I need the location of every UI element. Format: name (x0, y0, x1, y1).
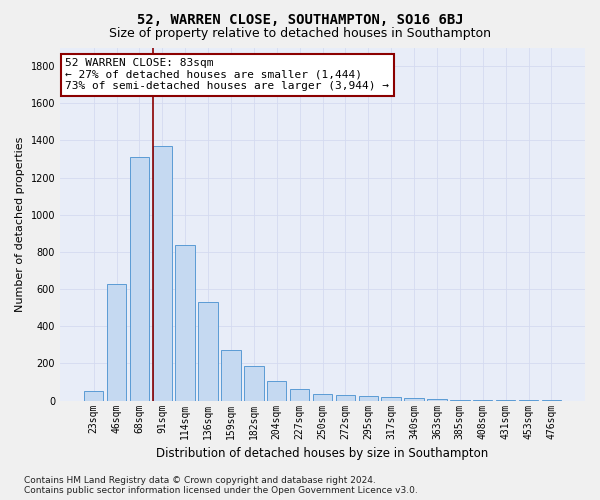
Bar (335, 395, 355, 400)
Bar (290, 388, 310, 400)
Bar (175, 244, 195, 400)
Bar (130, 157, 149, 400)
Bar (313, 394, 332, 400)
Bar (84, 392, 103, 400)
Bar (244, 366, 263, 400)
Y-axis label: Number of detached properties: Number of detached properties (15, 136, 25, 312)
Bar (382, 397, 401, 400)
X-axis label: Distribution of detached houses by size in Southampton: Distribution of detached houses by size … (157, 447, 488, 460)
Bar (152, 146, 172, 401)
Bar (221, 350, 241, 401)
Text: 52 WARREN CLOSE: 83sqm
← 27% of detached houses are smaller (1,444)
73% of semi-: 52 WARREN CLOSE: 83sqm ← 27% of detached… (65, 58, 389, 92)
Bar (267, 381, 286, 400)
Bar (427, 399, 446, 400)
Bar (404, 398, 424, 400)
Bar (107, 284, 126, 401)
Text: Contains HM Land Registry data © Crown copyright and database right 2024.
Contai: Contains HM Land Registry data © Crown c… (24, 476, 418, 495)
Text: 52, WARREN CLOSE, SOUTHAMPTON, SO16 6BJ: 52, WARREN CLOSE, SOUTHAMPTON, SO16 6BJ (137, 12, 463, 26)
Bar (199, 302, 218, 400)
Text: Size of property relative to detached houses in Southampton: Size of property relative to detached ho… (109, 28, 491, 40)
Bar (359, 396, 378, 400)
